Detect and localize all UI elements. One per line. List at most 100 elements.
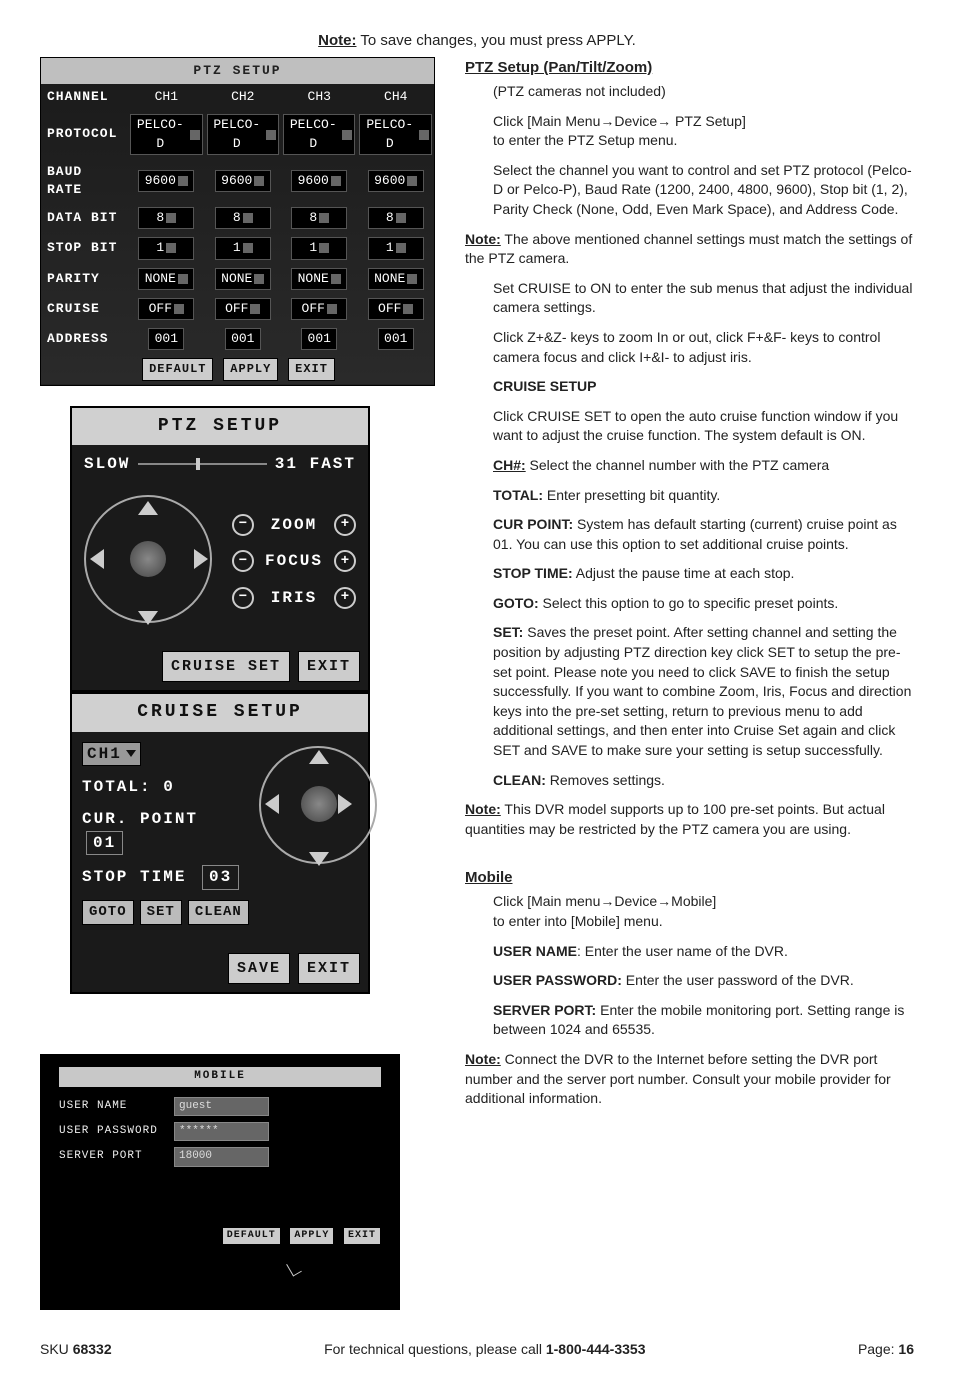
ptz-row-data-bit: DATA BIT8888 bbox=[41, 203, 435, 233]
stop-bit-select-ch4[interactable]: 1 bbox=[368, 237, 424, 259]
ptz-select-channel: Select the channel you want to control a… bbox=[493, 161, 914, 220]
baud-rate-select-ch4[interactable]: 9600 bbox=[368, 170, 424, 192]
direction-pad bbox=[84, 491, 214, 631]
protocol-select-ch3[interactable]: PELCO-D bbox=[283, 114, 355, 154]
stop-bit-select-ch1[interactable]: 1 bbox=[138, 237, 194, 259]
set-cruise-text: Set CRUISE to ON to enter the sub menus … bbox=[493, 279, 914, 318]
curpoint-def: CUR POINT: System has default starting (… bbox=[493, 515, 914, 554]
ptz-default-button[interactable]: DEFAULT bbox=[142, 358, 213, 381]
address-input-ch2[interactable]: 001 bbox=[225, 328, 261, 350]
ptz-row-parity: PARITYNONENONENONENONE bbox=[41, 264, 435, 294]
ptz-header-ch1: CH1 bbox=[128, 84, 204, 110]
protocol-select-ch4[interactable]: PELCO-D bbox=[359, 114, 432, 154]
ptz-header-ch3: CH3 bbox=[281, 84, 357, 110]
ptz-row-label: ADDRESS bbox=[41, 324, 129, 354]
cruise-select-ch3[interactable]: OFF bbox=[291, 298, 347, 320]
ptz-row-label: CRUISE bbox=[41, 294, 129, 324]
baud-rate-select-ch3[interactable]: 9600 bbox=[291, 170, 347, 192]
cruise-channel-select[interactable]: CH1 bbox=[82, 742, 141, 766]
ptz-row-address: ADDRESS 001 001 001 001 bbox=[41, 324, 435, 354]
note-connect: Note: Connect the DVR to the Internet be… bbox=[465, 1050, 914, 1109]
ptz-row-protocol: PROTOCOLPELCO-DPELCO-DPELCO-DPELCO-D bbox=[41, 110, 435, 158]
parity-select-ch1[interactable]: NONE bbox=[138, 268, 194, 290]
cruise-down-button[interactable] bbox=[309, 852, 329, 866]
clean-def: CLEAN: Removes settings. bbox=[493, 771, 914, 791]
total-label: TOTAL: bbox=[82, 778, 152, 796]
user-name-def: USER NAME: Enter the user name of the DV… bbox=[493, 942, 914, 962]
ptz-exit-button[interactable]: EXIT bbox=[288, 358, 335, 381]
address-input-ch4[interactable]: 001 bbox=[378, 328, 414, 350]
page-number: 16 bbox=[898, 1341, 914, 1357]
focus-label: FOCUS bbox=[265, 550, 323, 572]
ptz-panel-title: PTZ SETUP bbox=[72, 408, 368, 445]
cruise-set-button[interactable]: CRUISE SET bbox=[162, 651, 290, 682]
cruise-setup-panel: CRUISE SETUP CH1 TOTAL: 0 CUR. POINT 01 … bbox=[70, 692, 370, 994]
cruise-select-ch4[interactable]: OFF bbox=[368, 298, 424, 320]
fast-label: FAST bbox=[310, 455, 356, 473]
mobile-password-input[interactable]: ****** bbox=[174, 1122, 269, 1141]
pan-up-button[interactable] bbox=[138, 501, 158, 515]
data-bit-select-ch2[interactable]: 8 bbox=[215, 207, 271, 229]
baud-rate-select-ch2[interactable]: 9600 bbox=[215, 170, 271, 192]
goto-def: GOTO: Select this option to go to specif… bbox=[493, 594, 914, 614]
mobile-default-button[interactable]: DEFAULT bbox=[222, 1227, 281, 1245]
stop-time-input[interactable]: 03 bbox=[202, 865, 239, 889]
stop-bit-select-ch3[interactable]: 1 bbox=[291, 237, 347, 259]
ptz-header-ch4: CH4 bbox=[357, 84, 434, 110]
mobile-apply-button[interactable]: APPLY bbox=[289, 1227, 334, 1245]
mobile-exit-button[interactable]: EXIT bbox=[343, 1227, 381, 1245]
user-password-def: USER PASSWORD: Enter the user password o… bbox=[493, 971, 914, 991]
parity-select-ch4[interactable]: NONE bbox=[368, 268, 424, 290]
pan-left-button[interactable] bbox=[90, 549, 104, 569]
ptz-setup-heading: PTZ Setup (Pan/Tilt/Zoom) bbox=[465, 57, 914, 78]
ptz-row-baud-rate: BAUD RATE9600960096009600 bbox=[41, 159, 435, 203]
cur-point-input[interactable]: 01 bbox=[86, 831, 123, 855]
pan-down-button[interactable] bbox=[138, 611, 158, 625]
parity-select-ch2[interactable]: NONE bbox=[215, 268, 271, 290]
tech-support-text: For technical questions, please call bbox=[324, 1341, 546, 1357]
set-button[interactable]: SET bbox=[140, 900, 182, 926]
address-input-ch3[interactable]: 001 bbox=[301, 328, 337, 350]
cruise-select-ch2[interactable]: OFF bbox=[215, 298, 271, 320]
cruise-left-button[interactable] bbox=[265, 794, 279, 814]
mobile-server-port-input[interactable]: 18000 bbox=[174, 1147, 269, 1166]
data-bit-select-ch1[interactable]: 8 bbox=[138, 207, 194, 229]
data-bit-select-ch3[interactable]: 8 bbox=[291, 207, 347, 229]
cruise-center-button[interactable] bbox=[301, 786, 337, 822]
protocol-select-ch1[interactable]: PELCO-D bbox=[130, 114, 202, 154]
address-input-ch1[interactable]: 001 bbox=[148, 328, 184, 350]
zoom-plus-button[interactable]: + bbox=[334, 514, 356, 536]
clean-button[interactable]: CLEAN bbox=[188, 900, 249, 926]
mobile-user-name-input[interactable]: guest bbox=[174, 1097, 269, 1116]
baud-rate-select-ch1[interactable]: 9600 bbox=[138, 170, 194, 192]
ptz-row-label: PROTOCOL bbox=[41, 110, 129, 158]
cruise-select-ch1[interactable]: OFF bbox=[138, 298, 194, 320]
iris-plus-button[interactable]: + bbox=[334, 587, 356, 609]
iris-minus-button[interactable]: − bbox=[232, 587, 254, 609]
pan-right-button[interactable] bbox=[194, 549, 208, 569]
ptz-apply-button[interactable]: APPLY bbox=[223, 358, 278, 381]
ptz-header-ch2: CH2 bbox=[205, 84, 281, 110]
ptz-control-panel: PTZ SETUP SLOW 31 FAST −ZOOM+ −FOCUS+ bbox=[70, 406, 370, 693]
protocol-select-ch2[interactable]: PELCO-D bbox=[207, 114, 279, 154]
cruise-up-button[interactable] bbox=[309, 750, 329, 764]
mobile-title: MOBILE bbox=[59, 1067, 381, 1086]
mobile-panel: MOBILE USER NAMEguest USER PASSWORD*****… bbox=[40, 1054, 400, 1310]
focus-minus-button[interactable]: − bbox=[232, 550, 254, 572]
speed-slider[interactable] bbox=[138, 463, 266, 465]
zoom-minus-button[interactable]: − bbox=[232, 514, 254, 536]
ptz-click-path: Click [Main Menu→Device→ PTZ Setup]to en… bbox=[493, 112, 914, 151]
stop-bit-select-ch2[interactable]: 1 bbox=[215, 237, 271, 259]
ptz-panel-exit-button[interactable]: EXIT bbox=[298, 651, 360, 682]
speed-value: 31 bbox=[275, 455, 298, 473]
cruise-right-button[interactable] bbox=[338, 794, 352, 814]
ptz-row-label: STOP BIT bbox=[41, 233, 129, 263]
goto-button[interactable]: GOTO bbox=[82, 900, 134, 926]
parity-select-ch3[interactable]: NONE bbox=[291, 268, 347, 290]
focus-plus-button[interactable]: + bbox=[334, 550, 356, 572]
data-bit-select-ch4[interactable]: 8 bbox=[368, 207, 424, 229]
cruise-save-button[interactable]: SAVE bbox=[228, 953, 290, 984]
ptz-row-cruise: CRUISE OFF OFF OFF OFF bbox=[41, 294, 435, 324]
cruise-exit-button[interactable]: EXIT bbox=[298, 953, 360, 984]
note-text: To save changes, you must press APPLY. bbox=[356, 32, 635, 49]
